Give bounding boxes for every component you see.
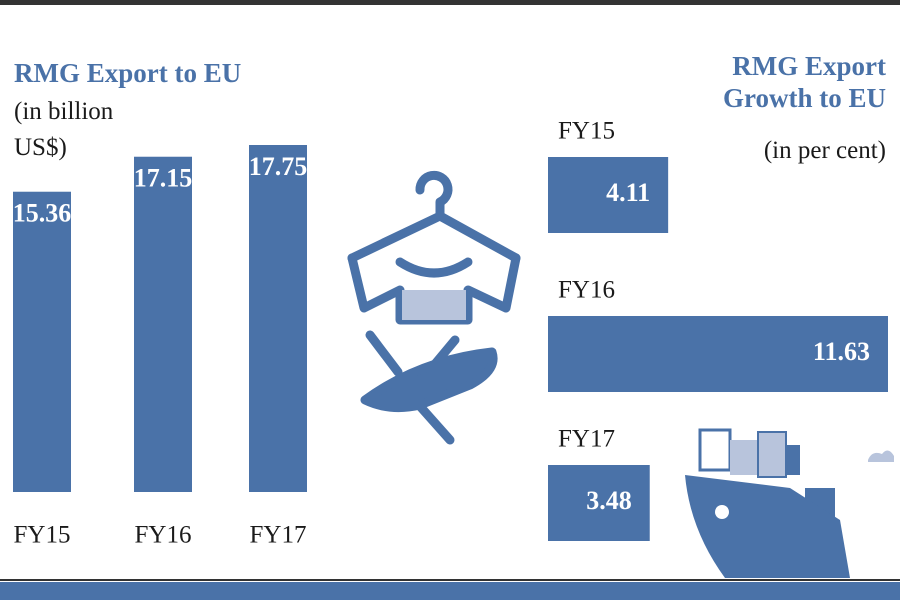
value-label: 17.15 [134, 164, 193, 193]
category-label: FY15 [14, 522, 71, 549]
value-label: 15.36 [13, 199, 72, 228]
shirt-fill [402, 290, 466, 320]
bottom-band [0, 582, 900, 600]
category-label: FY15 [558, 118, 615, 145]
category-label: FY17 [558, 426, 615, 453]
bar [13, 191, 71, 492]
bar [548, 157, 669, 233]
value-label: 11.63 [813, 337, 870, 366]
bar [249, 145, 307, 492]
category-label: FY16 [558, 277, 615, 304]
value-label: 4.11 [606, 178, 650, 207]
category-label: FY16 [135, 522, 192, 549]
top-border [0, 0, 900, 5]
right-subtitle: (in per cent) [763, 137, 886, 164]
left-title: RMG Export to EU [14, 58, 242, 88]
category-label: FY17 [250, 522, 307, 549]
value-label: 17.75 [249, 152, 308, 181]
value-label: 3.48 [586, 486, 632, 515]
bar [548, 465, 650, 541]
bar [134, 156, 192, 492]
bar [548, 316, 888, 392]
shirt-plane-icon [347, 170, 521, 445]
ship-icon [685, 428, 894, 578]
left-subtitle: (in billion US$) [14, 98, 114, 161]
right-title: RMG Export Growth to EU [722, 51, 886, 113]
